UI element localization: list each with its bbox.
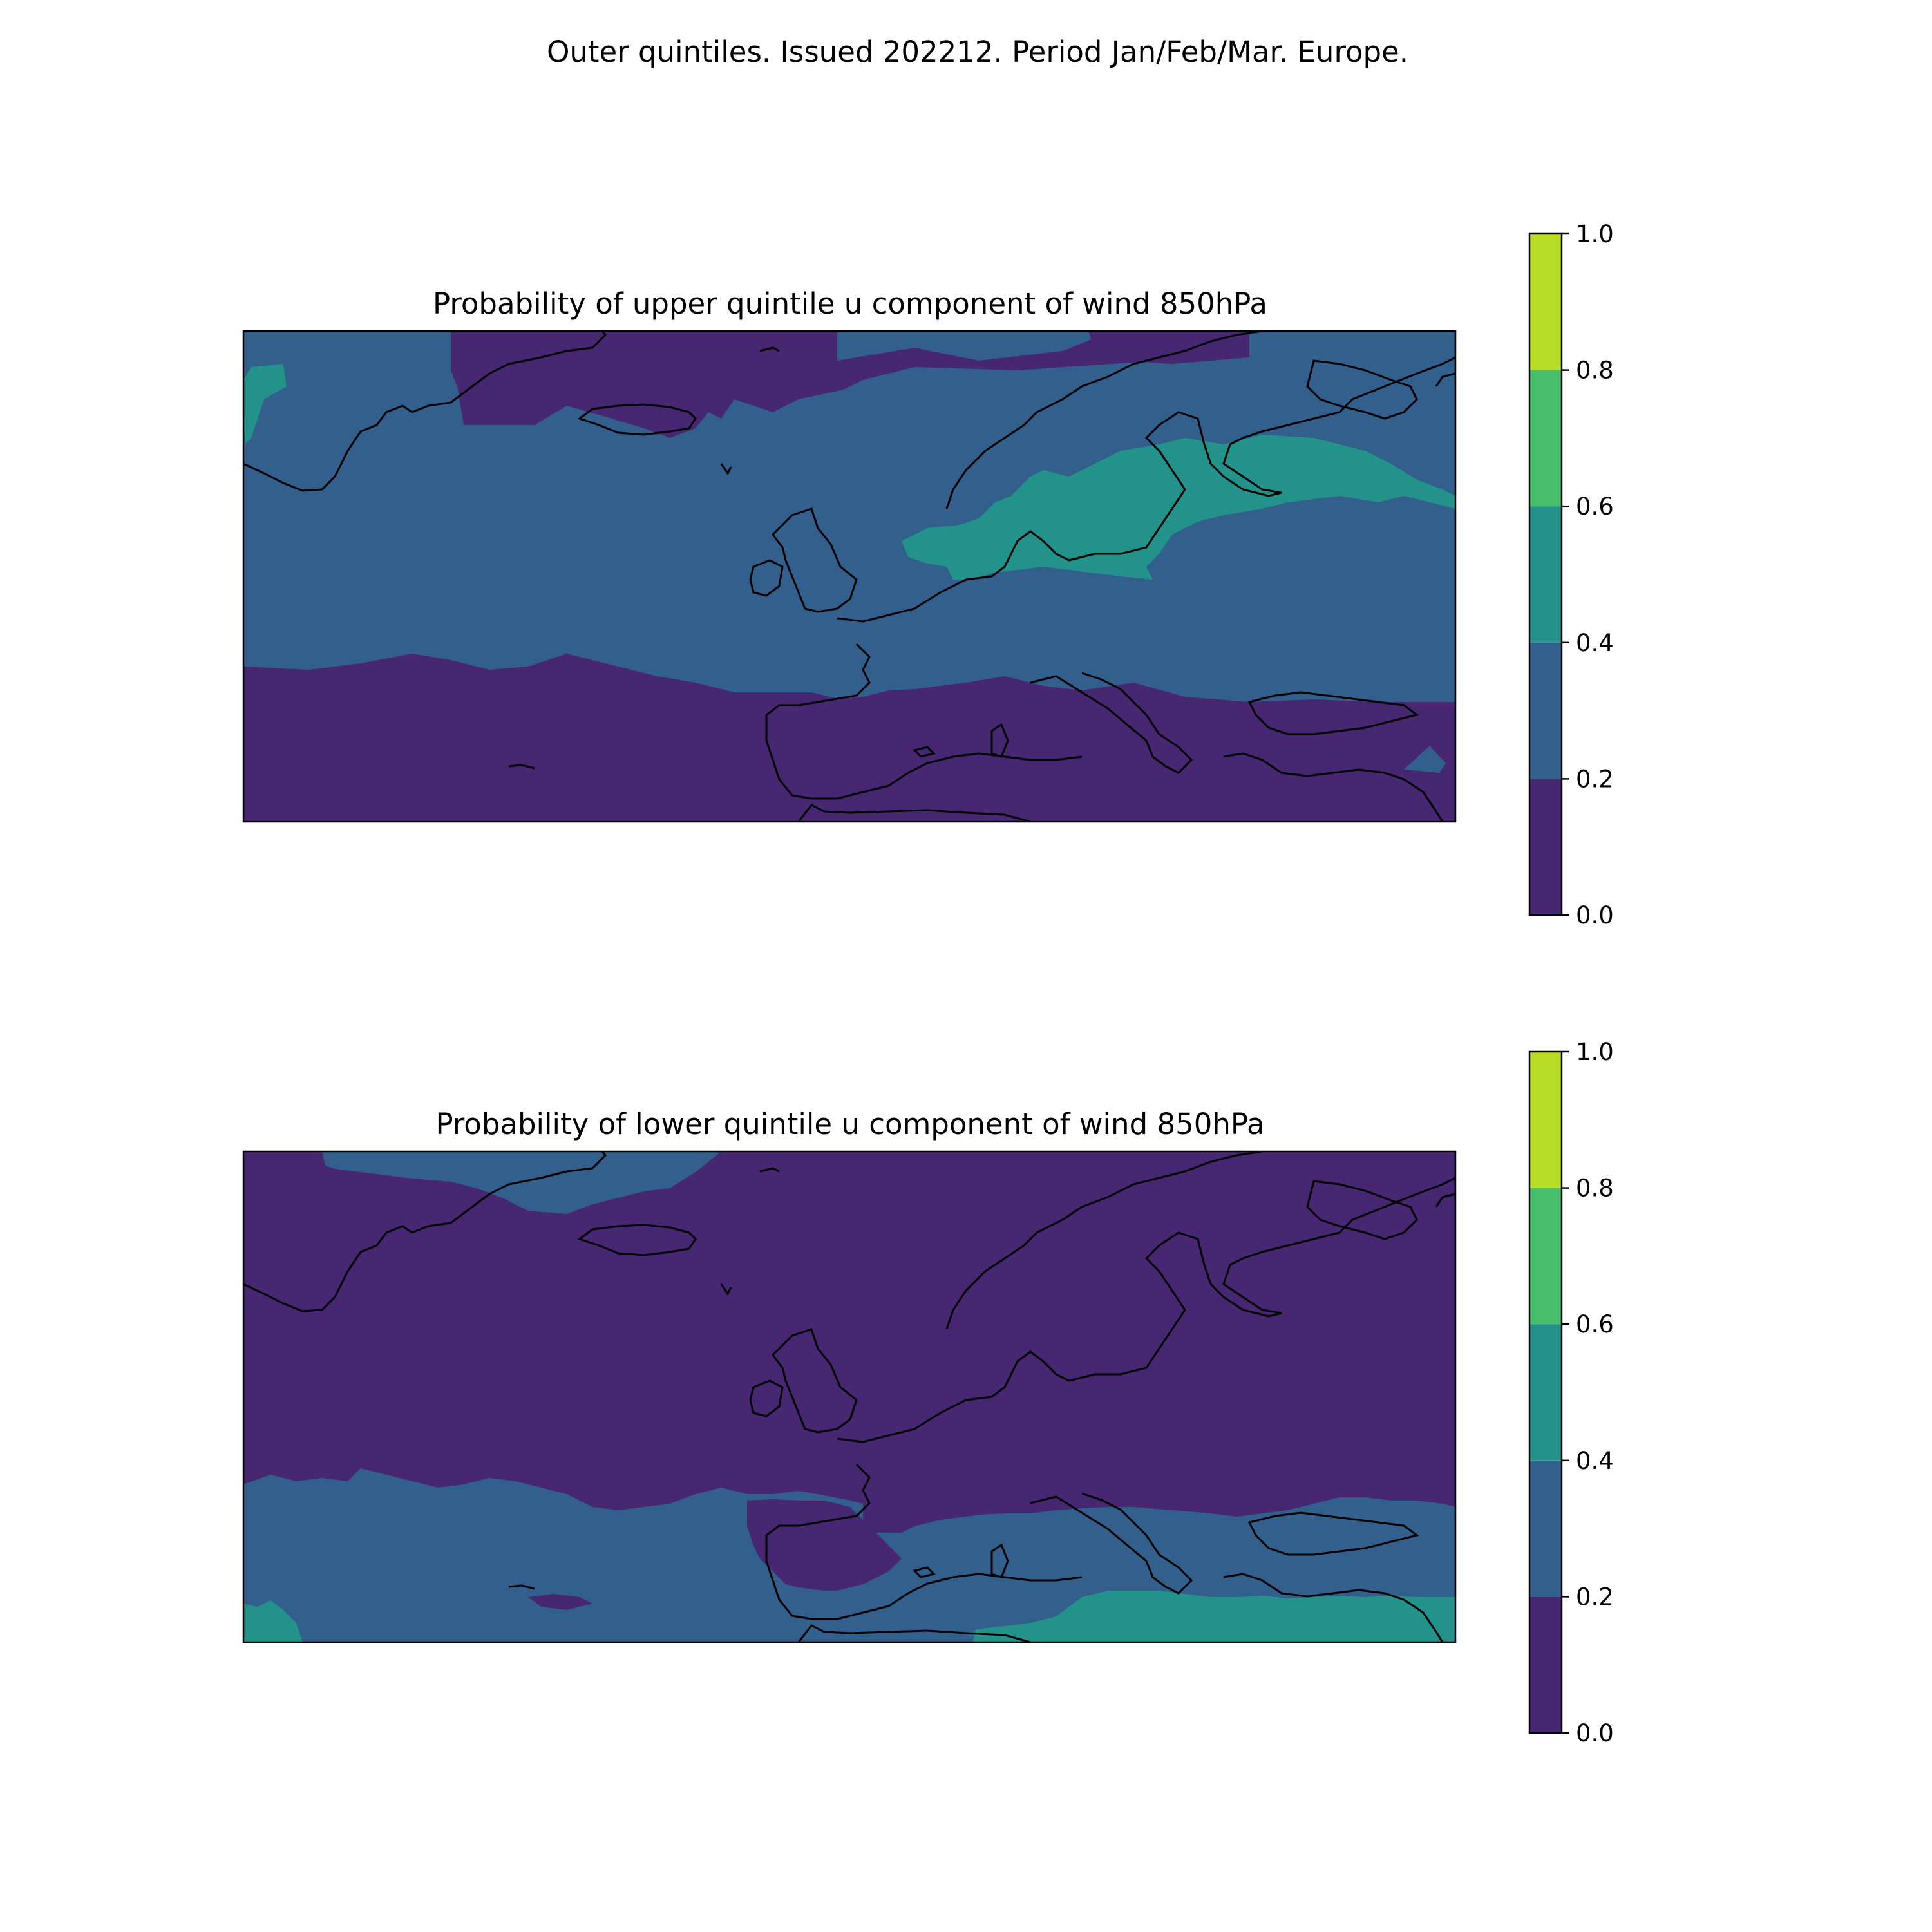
upper-colorbar-band [1530, 370, 1562, 507]
upper-colorbar-tick-label: 0.0 [1576, 902, 1614, 929]
lower-east-med-region [972, 1591, 1455, 1642]
lower-colorbar-band [1530, 1324, 1562, 1461]
upper-colorbar-tick-label: 1.0 [1576, 220, 1614, 248]
upper-colorbar-band [1530, 234, 1562, 370]
upper-colorbar-frame [1528, 232, 1563, 916]
upper-colorbar-tick-label: 0.4 [1576, 629, 1614, 657]
lower-colorbar-band [1530, 1596, 1562, 1733]
upper-colorbar-tick-label: 0.8 [1576, 357, 1614, 384]
lower-quintile-panel: Probability of lower quintile u componen… [242, 1038, 1614, 1747]
upper-colorbar-band [1530, 779, 1562, 915]
lower-colorbar-tick-label: 0.4 [1576, 1447, 1614, 1475]
upper-colorbar-tick-label: 0.6 [1576, 493, 1614, 520]
upper-coastlines [243, 331, 1455, 822]
upper-black-sea-patch [1404, 746, 1446, 773]
lower-quintile-title: Probability of lower quintile u componen… [435, 1107, 1264, 1141]
lower-colorbar-frame [1528, 1050, 1563, 1734]
figure-title: Outer quintiles. Issued 202212. Period J… [547, 35, 1408, 69]
upper-quintile-title: Probability of upper quintile u componen… [433, 287, 1267, 321]
upper-colorbar-tick-label: 0.2 [1576, 765, 1614, 793]
upper-map-frame [242, 330, 1457, 823]
lower-colorbar-band [1530, 1052, 1562, 1188]
lower-map-frame [242, 1150, 1457, 1643]
upper-colorbar: 0.0 0.2 0.4 0.6 0.8 1.0 [1528, 220, 1614, 929]
lower-colorbar-tick-label: 0.0 [1576, 1719, 1614, 1747]
lower-colorbar-tick-label: 0.6 [1576, 1311, 1614, 1338]
lower-atlantic-notch [528, 1594, 592, 1610]
upper-colorbar-band [1530, 506, 1562, 643]
lower-colorbar-band [1530, 1188, 1562, 1325]
lower-quintile-map [243, 1151, 1455, 1642]
upper-baltic-region [902, 435, 1455, 580]
upper-quintile-map [243, 331, 1455, 822]
lower-sw-corner [243, 1600, 303, 1642]
upper-colorbar-band [1530, 642, 1562, 779]
lower-colorbar: 0.0 0.2 0.4 0.6 0.8 1.0 [1528, 1038, 1614, 1747]
lower-colorbar-tick-label: 0.2 [1576, 1583, 1614, 1611]
lower-colorbar-band [1530, 1460, 1562, 1597]
upper-south-band [243, 654, 1455, 822]
lower-coastlines [243, 1151, 1455, 1642]
lower-colorbar-tick-label: 1.0 [1576, 1038, 1614, 1066]
lower-colorbar-tick-label: 0.8 [1576, 1175, 1614, 1202]
lower-iberia-pocket [747, 1499, 902, 1591]
upper-greenland-patch [243, 364, 287, 444]
upper-north-band [451, 331, 1159, 438]
upper-north-east-patch [1088, 331, 1249, 364]
upper-quintile-panel: Probability of upper quintile u componen… [242, 220, 1614, 929]
